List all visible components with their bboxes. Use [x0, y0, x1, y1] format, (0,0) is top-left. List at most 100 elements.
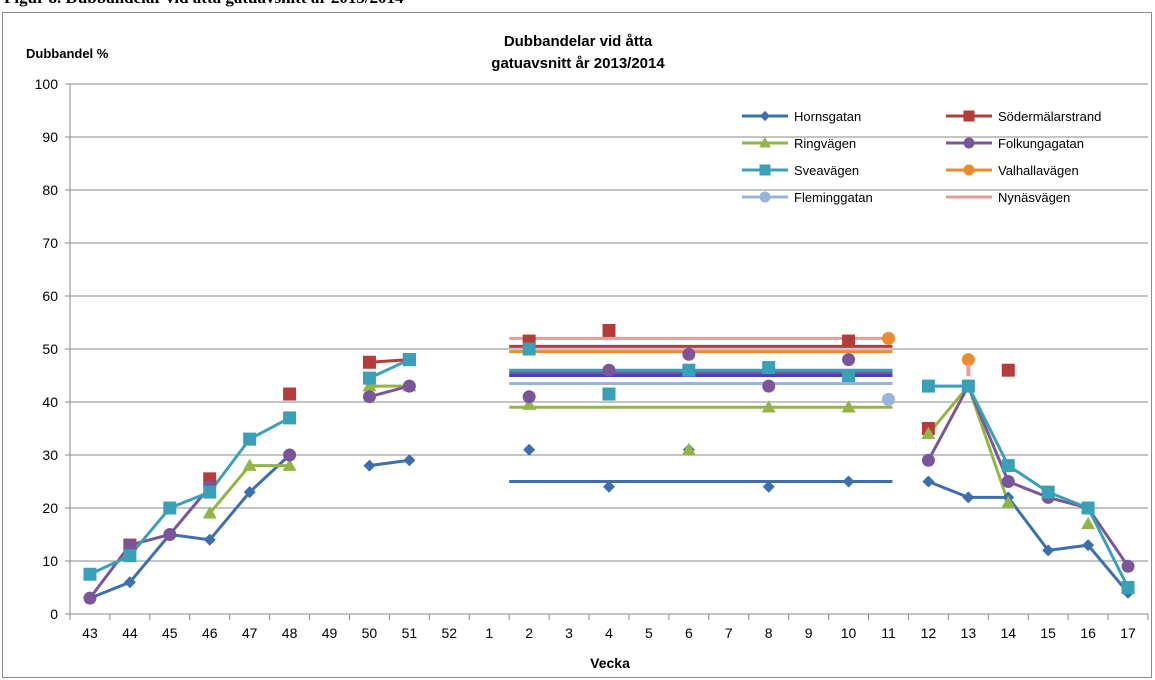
series-segment: [168, 533, 212, 542]
legend-label: Fleminggatan: [794, 190, 873, 205]
data-point: [1001, 459, 1015, 473]
data-point: [961, 379, 975, 393]
x-tick-label: 51: [402, 625, 418, 641]
series-segment: [1086, 506, 1130, 589]
data-point: [1081, 501, 1095, 515]
data-point: [362, 390, 376, 404]
data-point: [362, 371, 376, 385]
x-tick-label: 13: [961, 625, 977, 641]
x-tick-label: 43: [82, 625, 98, 641]
x-axis-label: Vecka: [590, 655, 630, 671]
legend-marker: [963, 164, 975, 176]
x-tick-label: 3: [565, 625, 573, 641]
legend-marker: [759, 137, 771, 148]
data-point: [842, 334, 856, 348]
data-point: [1081, 516, 1096, 530]
data-point: [1001, 475, 1015, 488]
y-axis-label: Dubbandel %: [26, 46, 109, 61]
data-point: [1121, 559, 1135, 573]
data-point: [966, 364, 971, 377]
legend-label: Nynäsvägen: [998, 190, 1070, 205]
series-segment: [966, 384, 1010, 468]
data-point: [881, 392, 895, 406]
data-point: [523, 443, 536, 456]
legend-marker: [759, 164, 771, 176]
data-point: [123, 549, 137, 563]
data-point: [762, 480, 775, 493]
x-tick-label: 44: [122, 625, 138, 641]
x-tick-label: 49: [322, 625, 338, 641]
series-segment: [367, 358, 411, 364]
legend-label: Valhallavägen: [998, 163, 1079, 178]
data-point: [961, 353, 975, 367]
data-point: [1041, 485, 1055, 499]
data-point: [202, 506, 217, 519]
data-point: [921, 426, 936, 440]
series-segment: [88, 543, 132, 600]
data-point: [842, 475, 855, 488]
data-point: [283, 387, 297, 401]
data-point: [402, 379, 416, 393]
data-point: [682, 347, 696, 361]
data-point: [921, 453, 935, 467]
series-segment: [926, 384, 970, 462]
gridlines: [70, 83, 1148, 562]
chart-title-line2: gatuavsnitt år 2013/2014: [491, 55, 665, 72]
data-point: [363, 459, 376, 472]
data-point: [163, 501, 177, 515]
data-point: [881, 331, 895, 345]
legend-marker: [759, 191, 771, 203]
x-tick-label: 46: [202, 625, 218, 641]
series-segment: [208, 490, 252, 542]
data-point: [522, 342, 536, 356]
x-tick-label: 48: [282, 625, 298, 641]
series-segment: [367, 458, 411, 468]
series-segment: [88, 554, 132, 576]
x-tick-label: 8: [765, 625, 773, 641]
legend-label: Folkungagatan: [998, 136, 1084, 151]
series-segment: [1086, 506, 1130, 568]
data-point: [123, 538, 137, 552]
data-point: [243, 432, 257, 446]
data-point: [83, 567, 97, 581]
series-segment: [367, 358, 411, 380]
mean-lines: [509, 336, 893, 483]
y-tick-label: 30: [42, 447, 58, 463]
x-tick-label: 47: [242, 625, 258, 641]
legend-marker: [963, 110, 975, 122]
y-tick-label: 80: [42, 182, 58, 198]
data-point: [762, 379, 776, 393]
x-tick-label: 9: [805, 625, 813, 641]
data-point: [1042, 544, 1055, 557]
y-tick-label: 40: [42, 394, 58, 410]
data-point: [163, 528, 177, 541]
legend-label: Ringvägen: [794, 136, 856, 151]
data-point: [682, 363, 696, 377]
data-point: [761, 400, 776, 413]
chart-title-line1: Dubbandelar vid åtta: [504, 33, 653, 50]
data-point: [282, 458, 297, 471]
data-point: [921, 379, 935, 393]
data-point: [602, 387, 616, 401]
data-point: [403, 454, 416, 467]
data-point: [962, 491, 975, 504]
data-point: [242, 458, 257, 471]
x-tick-label: 4: [605, 625, 613, 641]
caption-cutoff: Figur 8. Dubbandelar vid åtta gatuavsnit…: [0, 0, 1155, 10]
x-tick-label: 1: [485, 625, 493, 641]
data-point: [841, 400, 856, 413]
y-tick-label: 70: [42, 235, 58, 251]
y-tick-label: 60: [42, 288, 58, 304]
x-tick-label: 7: [725, 625, 733, 641]
x-tick-label: 15: [1040, 625, 1056, 641]
legend-marker: [759, 110, 771, 122]
data-point: [1001, 363, 1015, 377]
data-point: [522, 390, 536, 404]
data-point: [842, 353, 856, 367]
x-tick-label: 5: [645, 625, 653, 641]
series-segment: [926, 480, 970, 499]
series-segment: [128, 506, 172, 558]
data-point: [203, 485, 217, 499]
legend-marker: [963, 137, 975, 149]
